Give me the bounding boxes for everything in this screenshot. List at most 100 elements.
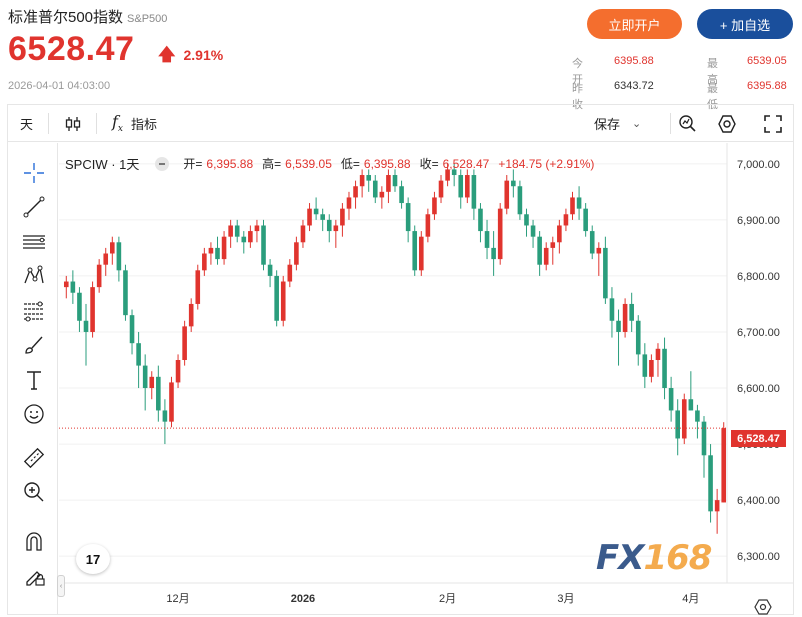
candle [412,225,418,276]
y-tick-label: 6,900.00 [737,215,780,227]
candle [465,169,470,204]
settings-icon[interactable] [717,105,737,142]
legend-open-value: 6,395.88 [206,156,254,171]
candle [386,169,391,204]
y-tick-label: 6,300.00 [737,551,780,563]
open-account-button[interactable]: 立即开户 [587,9,682,39]
candle [169,376,174,428]
candle [524,208,529,237]
candle [688,371,694,411]
candle [83,303,89,366]
candle [320,208,325,232]
candle [537,231,542,276]
zoom-in-icon[interactable] [21,479,47,505]
candle [267,259,273,288]
candle [379,186,385,209]
fibonacci-icon[interactable] [21,298,47,324]
stat-high-value: 6539.05 [747,55,787,67]
text-icon[interactable] [21,367,47,393]
candle [280,275,286,327]
instrument-title: 标准普尔500指数 S&P500 [8,6,167,27]
price-change: 🡅 2.91% [158,45,223,64]
stat-high-label: 最高 [707,58,718,86]
y-tick-label: 6,700.00 [737,327,780,339]
legend-close-label: 收= [419,157,439,171]
collapse-legend-icon[interactable] [155,156,170,171]
fullscreen-icon[interactable] [764,105,782,142]
candle [432,191,437,220]
fx168-watermark: FX168 [596,538,712,578]
legend-symbol: SPCIW · 1天 [65,157,140,172]
candle [484,219,490,260]
axis-settings-icon[interactable] [754,599,772,615]
stat-low-label: 最低 [707,83,718,111]
drawing-toolbar [8,143,58,615]
candle [622,298,628,338]
collapse-toolbar-tab[interactable]: ‹ [57,575,65,597]
candle [635,315,641,366]
candle [103,247,109,276]
x-tick-label: 3月 [557,593,574,605]
stat-open-label: 今开 [572,58,583,86]
candle [123,264,128,321]
legend-close-value: 6,528.47 [442,156,490,171]
candle [142,354,148,411]
candle [162,399,168,445]
candle [478,203,483,243]
candle [425,208,431,243]
candlestick-chart[interactable]: 7,000.00 6,900.00 6,800.00 6,700.00 6,600.00… [59,143,794,615]
watermark-suffix: 168 [643,538,712,578]
indicators-button[interactable]: fx 指标 [112,105,157,142]
candle [326,214,332,243]
stat-low-value: 6395.88 [747,80,787,92]
candle [359,169,365,198]
candle [649,354,654,383]
candle [175,354,181,389]
candle [346,191,352,220]
snapshot-icon[interactable] [678,105,698,142]
candle [497,203,503,265]
current-price: 6528.47 [8,30,135,68]
candle [405,197,411,243]
candle [714,488,720,534]
interval-selector[interactable]: 天 [20,117,34,132]
magnet-icon[interactable] [21,528,47,554]
x-tick-label: 2026 [291,593,315,605]
trend-line-icon[interactable] [21,194,47,220]
brush-icon[interactable] [21,332,47,358]
candle [195,264,201,310]
y-tick-label: 6,600.00 [737,383,780,395]
function-icon: fx [112,112,123,135]
candle [662,337,667,400]
candle-type-icon[interactable] [64,105,82,142]
candle [445,163,450,187]
ruler-icon[interactable] [21,445,47,471]
emoji-icon[interactable] [21,401,47,427]
candle [418,231,424,276]
horizontal-lines-icon[interactable] [21,229,47,255]
candle [603,236,608,304]
candle [451,163,457,187]
candle [307,203,312,232]
pattern-icon[interactable] [21,263,47,289]
candle [675,399,680,456]
x-tick-label: 2月 [439,593,456,605]
legend-change: +184.75 (+2.91%) [498,156,595,171]
lock-drawing-icon[interactable] [21,562,47,588]
y-tick-label: 6,800.00 [737,271,780,283]
candle [333,219,339,248]
arrow-up-icon: 🡅 [158,45,176,64]
legend-open-label: 开= [183,157,203,171]
chevron-down-icon: ⌄ [632,118,642,130]
candle [550,236,556,265]
indicators-label: 指标 [131,117,158,132]
add-watchlist-button[interactable]: + 加自选 [697,9,793,39]
tradingview-logo[interactable]: 17 [76,544,110,574]
save-button[interactable]: 保存 ⌄ [594,105,641,142]
candle [392,169,398,192]
candle [695,404,700,439]
crosshair-icon[interactable] [21,160,47,186]
candle [300,219,306,248]
price-chart[interactable]: 7,000.00 6,900.00 6,800.00 6,700.00 6,600.00… [59,143,794,615]
candle [70,270,76,304]
